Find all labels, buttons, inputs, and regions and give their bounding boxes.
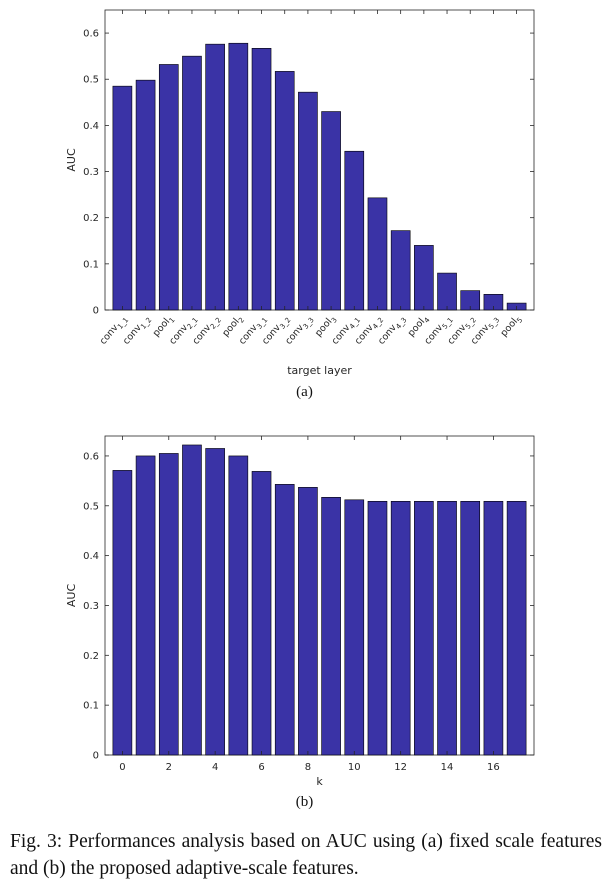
chart-a: 00.10.20.30.40.50.6conv1_1conv1_2pool1co…: [65, 9, 535, 377]
chart-a-ytick-label-3: 0.3: [83, 167, 99, 178]
chart-b-xtick-label-5: 10: [348, 762, 361, 773]
chart-b-bar-11: [367, 500, 388, 756]
chart-a-bar-13: [414, 245, 434, 311]
chart-a-ylabel: AUC: [65, 148, 78, 172]
chart-a-bar-11: [367, 197, 388, 311]
chart-b-xtick-label-2: 4: [212, 762, 218, 773]
chart-b-ytick-label-0: 0: [93, 751, 99, 762]
chart-b-bar-13: [414, 500, 434, 756]
chart-a-xlabel: target layer: [287, 364, 352, 377]
chart-b-bar-0: [112, 470, 133, 756]
chart-a-xtick-label-17: pool5: [499, 313, 525, 340]
chart-b-bar-12: [390, 500, 411, 756]
chart-b-bar-14: [437, 500, 457, 756]
chart-b-bar-17: [506, 500, 527, 756]
chart-a-bar-7: [274, 71, 295, 311]
chart-b-xtick-label-4: 8: [305, 762, 311, 773]
chart-b-xtick-label-8: 16: [487, 762, 500, 773]
chart-a-bar-5: [228, 42, 249, 311]
chart-b-ytick-label-2: 0.2: [83, 651, 99, 662]
chart-b-bar-4: [205, 448, 225, 756]
chart-b-bar-1: [135, 455, 156, 756]
chart-b-ylabel: AUC: [65, 584, 78, 608]
chart-a-bar-2: [158, 64, 179, 311]
chart-b-xtick-label-3: 6: [258, 762, 264, 773]
chart-b-ytick-label-6: 0.6: [83, 451, 99, 462]
subfigure-label-a: (a): [296, 384, 313, 400]
chart-a-bar-14: [437, 272, 457, 311]
chart-b-ytick-label-4: 0.4: [83, 551, 99, 562]
chart-b-bar-9: [321, 497, 341, 756]
chart-a-bar-9: [321, 111, 341, 311]
chart-b-xtick-label-7: 14: [441, 762, 454, 773]
chart-b-bar-2: [158, 453, 179, 756]
figure-caption: Fig. 3: Performances analysis based on A…: [10, 831, 602, 879]
chart-b-bar-5: [228, 455, 249, 756]
chart-b-xtick-label-1: 2: [166, 762, 172, 773]
chart-b-bar-3: [182, 444, 202, 756]
chart-a-bar-4: [205, 43, 225, 311]
chart-a-bar-12: [390, 230, 411, 311]
chart-b-bar-6: [251, 471, 272, 756]
chart-a-bar-6: [251, 48, 272, 311]
chart-a-bar-1: [135, 79, 156, 311]
chart-a-bar-8: [298, 91, 318, 311]
chart-b: 0 0.1 0.2 0.3 0.4 0.5 0.6 0 2 4 6 8 10 12 14 16 AUC k: [65, 435, 535, 788]
subfigure-label-b: (b): [295, 794, 314, 810]
chart-b-xtick-label-6: 12: [394, 762, 407, 773]
chart-b-ytick-label-1: 0.1: [83, 701, 99, 712]
chart-a-ytick-label-2: 0.2: [83, 213, 99, 224]
chart-b-bar-16: [483, 500, 504, 756]
chart-a-ytick-label-6: 0.6: [83, 29, 99, 40]
chart-a-ytick-label-0: 0: [93, 306, 99, 317]
chart-b-xlabel: k: [316, 775, 323, 788]
chart-b-bar-7: [274, 484, 295, 756]
chart-a-bar-0: [112, 85, 133, 311]
chart-a-ytick-label-1: 0.1: [83, 259, 99, 270]
chart-b-bar-15: [460, 500, 481, 756]
chart-a-ytick-label-5: 0.5: [83, 75, 99, 86]
chart-a-bar-3: [182, 55, 202, 311]
chart-b-ytick-label-3: 0.3: [83, 601, 99, 612]
chart-b-xtick-label-0: 0: [119, 762, 125, 773]
chart-a-ytick-label-4: 0.4: [83, 121, 99, 132]
chart-a-bar-10: [344, 150, 365, 311]
chart-b-bar-8: [298, 487, 318, 756]
chart-b-bar-10: [344, 499, 365, 756]
chart-b-ytick-label-5: 0.5: [83, 501, 99, 512]
